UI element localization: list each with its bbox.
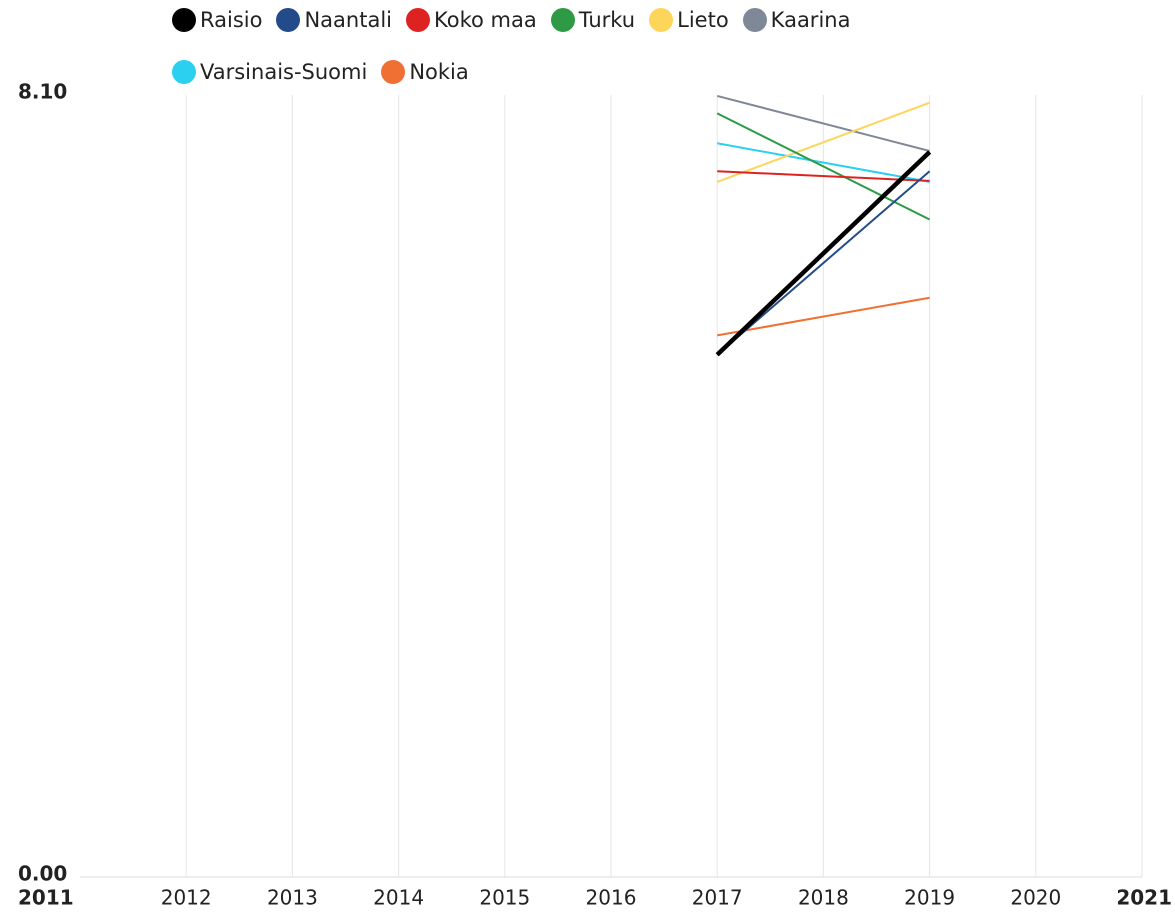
x-tick-label: 2015 <box>479 886 530 910</box>
x-tick-label: 2019 <box>904 886 955 910</box>
x-tick-label: 2016 <box>586 886 637 910</box>
legend-item: Naantali <box>276 6 392 34</box>
x-tick-label: 2013 <box>267 886 318 910</box>
legend-label: Naantali <box>304 8 392 32</box>
legend-swatch <box>742 8 767 32</box>
legend-swatch <box>172 8 196 32</box>
legend-item: Raisio <box>172 6 262 34</box>
legend-swatch <box>276 8 301 32</box>
legend-label: Koko maa <box>434 8 537 32</box>
x-tick-label: 2014 <box>373 886 424 910</box>
series-line <box>716 94 930 152</box>
x-tick-label: 2012 <box>161 886 212 910</box>
series-line <box>716 170 931 356</box>
series-line <box>717 296 930 337</box>
series-line <box>715 150 932 357</box>
y-tick-label: 8.10 <box>18 80 67 104</box>
series-line <box>716 101 930 183</box>
legend-item: Kaarina <box>742 6 851 34</box>
legend-item: Nokia <box>381 58 469 86</box>
legend-item: Koko maa <box>406 6 537 34</box>
legend-label: Lieto <box>677 8 729 32</box>
legend-label: Kaarina <box>770 8 851 32</box>
y-tick-label: 0.00 <box>18 862 67 886</box>
x-tick-label: 2011 <box>18 886 74 910</box>
x-tick-label: 2018 <box>798 886 849 910</box>
legend-item: Lieto <box>649 6 729 34</box>
legend-swatch <box>172 60 196 84</box>
series-line <box>717 170 930 182</box>
x-tick-label: 2017 <box>692 886 743 910</box>
legend-label: Turku <box>578 8 636 32</box>
legend-swatch <box>550 8 575 32</box>
legend-label: Raisio <box>200 8 263 32</box>
legend: Raisio Naantali Koko maa Turku Lieto Kaarina V… <box>172 6 1122 86</box>
legend-swatch <box>406 8 430 32</box>
legend-item: Turku <box>550 6 636 34</box>
legend-swatch <box>649 8 674 32</box>
x-tick-label: 2021 <box>1116 886 1172 910</box>
x-tick-label: 2020 <box>1010 886 1061 910</box>
legend-label: Nokia <box>409 60 469 84</box>
series-line <box>717 142 930 183</box>
legend-item: Varsinais-Suomi <box>172 58 367 86</box>
legend-swatch <box>381 60 406 84</box>
legend-label: Varsinais-Suomi <box>200 60 368 84</box>
